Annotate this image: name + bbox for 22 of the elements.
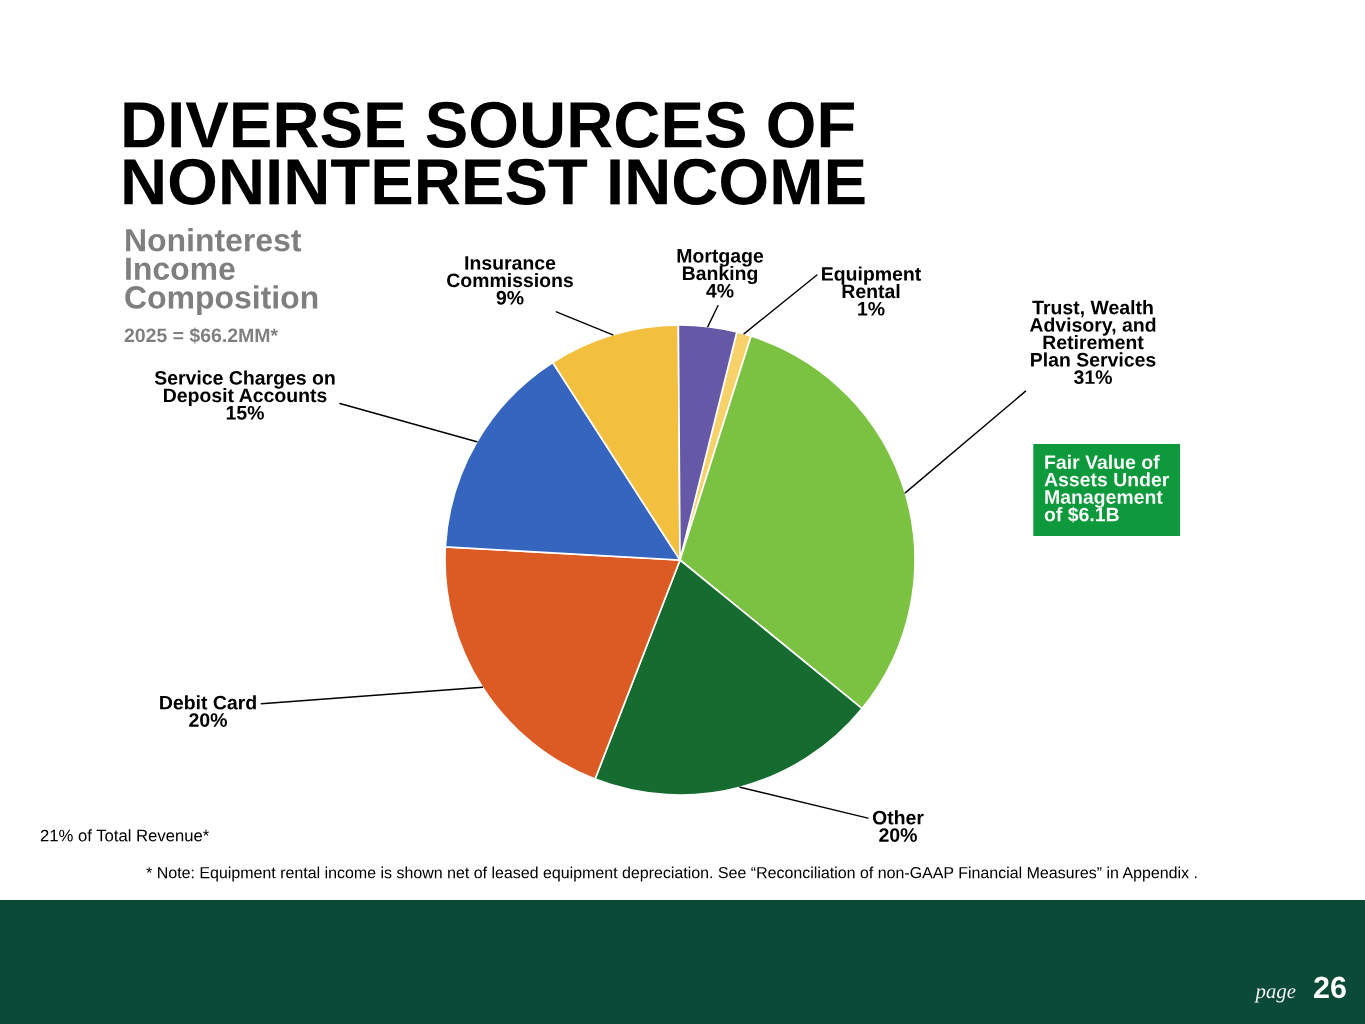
text: 2025 = $66.2MM*	[124, 327, 279, 344]
data-label: 1%	[858, 301, 885, 316]
text: page	[1254, 988, 1296, 1003]
slice-label: Equipment Rental	[822, 266, 921, 299]
data-label: 4%	[706, 283, 734, 298]
data-label: 20%	[879, 828, 917, 842]
slice-label: Mortgage Banking	[677, 249, 764, 285]
slice-label: Other	[872, 810, 924, 825]
data-label: 31%	[1073, 370, 1112, 385]
text: 26	[1314, 976, 1346, 999]
text: 21% of Total Revenue*	[40, 829, 209, 842]
data-label: 15%	[226, 405, 264, 420]
slice-label: Debit Card	[160, 695, 256, 710]
slice-label: Insurance Commissions	[447, 256, 573, 288]
chart-subtitle: Noninterest Income Composition	[125, 228, 318, 316]
chart-title: DIVERSE SOURCES OF NONINTEREST INCOME	[124, 101, 865, 206]
slice-label: Service Charges on Deposit Accounts	[154, 370, 335, 407]
text: * Note: Equipment rental income is shown net of leased equipment depreciation. See “Reconciliation of non-GAAP Financial Measures” in Appendix .	[146, 866, 1197, 882]
slice-label: Trust, Wealth Advisory, and Retirement Plan Services	[1029, 300, 1156, 367]
data-label: 20%	[189, 713, 227, 727]
text: Fair Value of Assets Under Management of $6.1B	[1044, 454, 1170, 523]
data-label: 9%	[496, 290, 524, 305]
